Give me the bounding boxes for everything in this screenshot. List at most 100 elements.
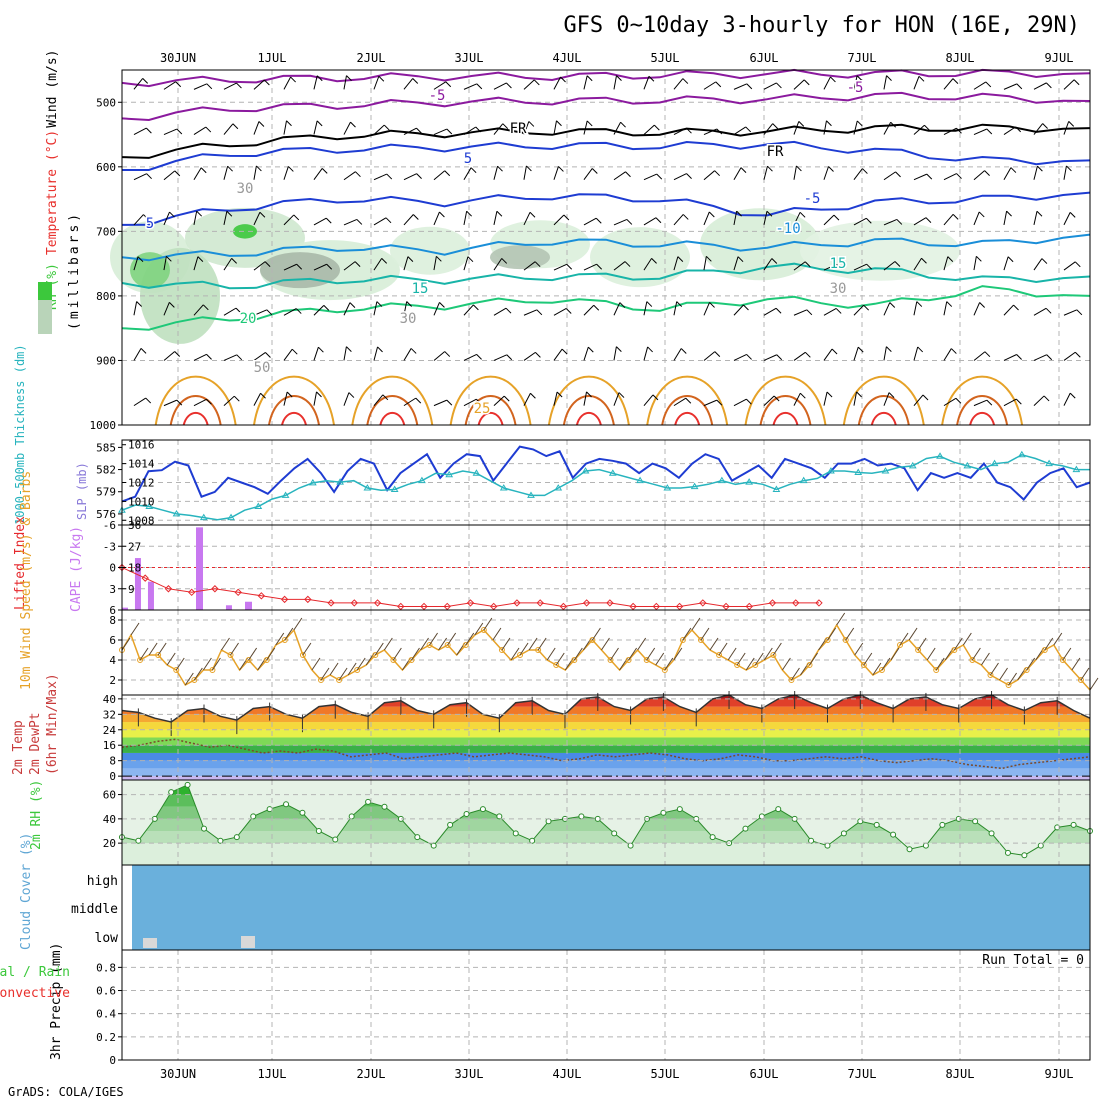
surface-wind-barb [646, 647, 656, 661]
y-tick-label: 700 [96, 225, 116, 238]
wind-speed-marker [426, 642, 433, 648]
wind-barb [673, 173, 687, 181]
precip-legend-convective: Convective [0, 986, 70, 1001]
wind-speed-marker [209, 667, 216, 673]
rh-marker [447, 821, 454, 828]
wind-barb [1003, 126, 1016, 135]
wind-barb-flag [804, 351, 811, 358]
wind-barb [463, 304, 474, 316]
wind-barb-flag [680, 348, 687, 354]
wind-barb-flag [1016, 354, 1022, 360]
surface-wind-barb [682, 627, 692, 641]
wind-barb [1033, 395, 1045, 406]
wind-barb [823, 214, 835, 226]
thickness-marker [963, 461, 972, 469]
wind-barb-flag [737, 256, 744, 263]
wind-barb-flag [946, 301, 953, 307]
wind-speed-marker [1023, 667, 1030, 673]
wind-barb-flag [888, 392, 895, 398]
wind-barb [1033, 258, 1043, 271]
wind-barb [943, 397, 957, 407]
wind-barb-flag [323, 304, 330, 311]
wind-barb-flag [1046, 354, 1053, 361]
wind-barb-flag [1068, 121, 1075, 127]
wind-barb [433, 302, 440, 316]
wind-barb [523, 165, 527, 180]
surface-wind-barb [555, 652, 565, 666]
lifted-index-marker [513, 599, 521, 607]
wind-barb [343, 392, 350, 406]
surface-wind-barb [926, 647, 936, 661]
wind-barb-flag [767, 165, 773, 172]
wind-barb-flag [356, 219, 363, 225]
wind-barb [223, 258, 233, 271]
wind-barb [883, 346, 887, 361]
wind-barb-flag [895, 171, 901, 178]
wind-barb-flag [316, 75, 323, 82]
wind-barb-flag [745, 126, 752, 133]
surface-wind-barb [1080, 667, 1090, 681]
y-tick-label-right: 1012 [128, 477, 155, 490]
wind-barb [883, 122, 892, 135]
wind-barb-flag [258, 121, 265, 127]
wind-barb-flag [647, 346, 653, 353]
wind-barb [763, 307, 777, 316]
wind-barb-flag [146, 127, 152, 134]
wind-barb [793, 261, 806, 271]
wind-barb-flag [296, 263, 303, 270]
wind-barb-flag [556, 120, 562, 127]
wind-speed-marker [788, 677, 795, 683]
wind-barb [493, 123, 504, 135]
diurnal-dark-orange-contour [759, 395, 812, 426]
wind-barb-flag [766, 210, 773, 217]
date-label-bottom: 6JUL [750, 1067, 779, 1081]
wind-barb [283, 76, 292, 90]
thickness-marker [581, 467, 590, 474]
wind-barb-flag [828, 166, 834, 172]
surface-wind-barb [483, 617, 493, 631]
y-tick-label-right: 36 [128, 519, 141, 532]
wind-barb-flag [956, 127, 962, 134]
wind-barb-flag [799, 211, 806, 218]
wind-barb [763, 395, 775, 406]
wind-barb-flag [287, 166, 294, 172]
rh-marker [808, 837, 815, 844]
wind-barb [643, 346, 649, 361]
wind-barb-flag [383, 124, 390, 131]
date-label-top: 7JUL [848, 51, 877, 65]
wind-barb [943, 301, 948, 316]
wind-barb [853, 168, 863, 181]
wind-speed-marker [824, 637, 831, 643]
wind-barb [703, 170, 715, 181]
wind-barb [973, 256, 977, 271]
wind-barb [613, 121, 622, 135]
wind-barb-flag [1074, 351, 1081, 358]
wind-barb [673, 214, 684, 226]
diurnal-orange-contour [154, 375, 237, 426]
wind-barb-flag [714, 170, 721, 177]
wind-barb [223, 354, 237, 361]
wind-barb-flag [416, 173, 422, 180]
wind-barb-flag [435, 255, 442, 262]
wind-barb [763, 211, 768, 226]
wind-barb-flag [1074, 261, 1081, 268]
surface-wind-barb [827, 627, 837, 641]
wind-barb-flag [1010, 167, 1017, 173]
wind-barb [343, 75, 347, 90]
wind-barb-flag [354, 261, 361, 267]
wind-speed-marker [444, 642, 451, 648]
y-tick-label: 0.6 [96, 985, 116, 998]
rh-marker [1004, 849, 1011, 856]
wind-barb [643, 394, 654, 406]
surface-wind-barb [736, 652, 746, 666]
wind-barb-flag [293, 214, 300, 221]
y-tick-label: 24 [103, 724, 117, 737]
wind-barb [733, 353, 747, 361]
thickness-marker [254, 502, 263, 510]
surface-wind-barb [917, 637, 927, 651]
wind-barb [313, 263, 327, 271]
surface-wind-barb [772, 642, 782, 656]
wind-barb [673, 256, 679, 271]
surface-wind-barb [673, 647, 683, 661]
panel-frame-1 [121, 69, 1091, 426]
